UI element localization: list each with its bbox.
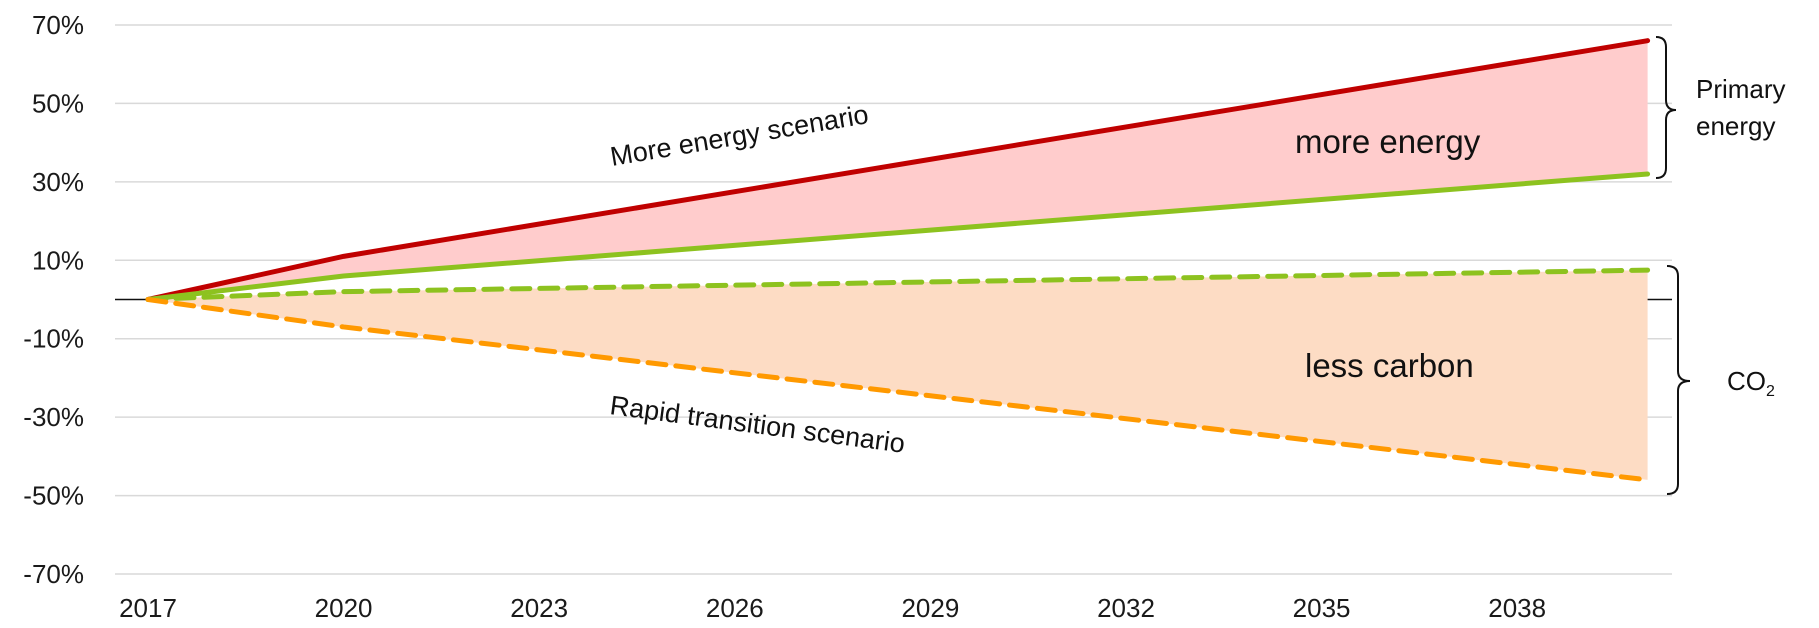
co2-label-subscript: 2 [1766,383,1775,400]
x-tick-label: 2035 [1293,593,1351,623]
y-tick-label: 30% [32,167,84,197]
x-tick-label: 2038 [1488,593,1546,623]
y-tick-label: -30% [23,402,84,432]
series-line-more-energy-primary [145,38,1651,302]
less-carbon-band-label: less carbon [1305,347,1474,384]
x-tick-label: 2020 [315,593,373,623]
y-tick-label: -50% [23,481,84,511]
y-tick-label: -70% [23,559,84,589]
more-energy-band-label: more energy [1295,123,1481,160]
shaded-bands [148,40,1648,480]
x-tick-label: 2032 [1097,593,1155,623]
series-line-more-energy-co2 [145,267,1651,302]
y-tick-label: -10% [23,324,84,354]
band-0 [148,40,1648,300]
series-lines [145,38,1651,483]
series-line-rapid-primary [145,171,1651,302]
primary-energy-bracket [1655,36,1677,179]
y-tick-label: 50% [32,88,84,118]
co2-bracket [1666,265,1691,495]
x-tick-label: 2023 [510,593,568,623]
x-tick-label: 2026 [706,593,764,623]
x-tick-label: 2029 [901,593,959,623]
more-energy-scenario-label: More energy scenario [608,99,871,172]
series-line-rapid-co2 [145,297,1651,483]
co2-label-main: CO [1727,366,1766,396]
band-1 [148,270,1648,480]
y-tick-label: 70% [32,10,84,40]
x-tick-label: 2017 [119,593,177,623]
primary-energy-label-line1: Primary [1696,74,1786,104]
co2-label: CO2 [1727,366,1775,400]
y-tick-label: 10% [32,245,84,275]
rapid-transition-scenario-label: Rapid transition scenario [608,390,907,459]
primary-energy-label-line2: energy [1696,111,1776,141]
tick-labels: 70% 50% 30% 10% -10% -30% -50% -70% 2017 2020 2023… [23,10,1546,623]
